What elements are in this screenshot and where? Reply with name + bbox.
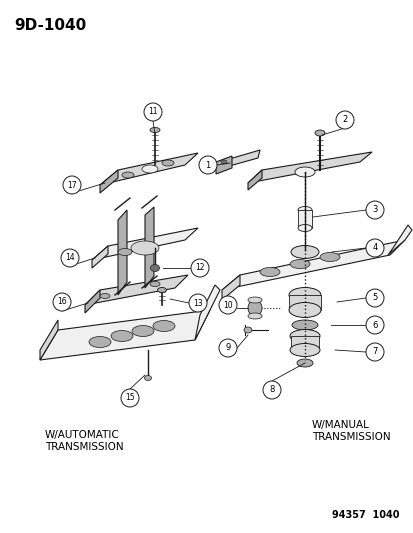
Polygon shape — [290, 336, 318, 350]
Text: 5: 5 — [371, 294, 377, 303]
Text: 9D-1040: 9D-1040 — [14, 18, 86, 33]
Polygon shape — [92, 228, 197, 260]
Circle shape — [365, 201, 383, 219]
Ellipse shape — [144, 376, 151, 381]
Circle shape — [63, 176, 81, 194]
Polygon shape — [40, 320, 58, 360]
Ellipse shape — [118, 248, 132, 255]
Polygon shape — [100, 170, 118, 193]
Text: 4: 4 — [371, 244, 377, 253]
Polygon shape — [92, 246, 108, 268]
Text: 17: 17 — [67, 181, 77, 190]
Text: 16: 16 — [57, 297, 66, 306]
Ellipse shape — [111, 330, 133, 342]
Ellipse shape — [288, 303, 320, 318]
Text: 7: 7 — [371, 348, 377, 357]
Circle shape — [53, 293, 71, 311]
Polygon shape — [145, 207, 154, 288]
Ellipse shape — [297, 206, 311, 214]
Circle shape — [144, 103, 161, 121]
Circle shape — [190, 259, 209, 277]
Ellipse shape — [150, 281, 159, 287]
Ellipse shape — [296, 359, 312, 367]
Ellipse shape — [289, 260, 309, 269]
Circle shape — [61, 249, 79, 267]
Text: 8: 8 — [269, 385, 274, 394]
Text: 2: 2 — [342, 116, 347, 125]
Text: 10: 10 — [223, 301, 232, 310]
Ellipse shape — [247, 300, 261, 316]
Ellipse shape — [243, 327, 252, 333]
Ellipse shape — [161, 160, 173, 166]
Polygon shape — [221, 240, 404, 290]
Text: 11: 11 — [148, 108, 157, 117]
Ellipse shape — [294, 167, 314, 177]
Ellipse shape — [290, 246, 318, 259]
Text: 12: 12 — [195, 263, 204, 272]
Text: 13: 13 — [193, 298, 202, 308]
Ellipse shape — [288, 287, 320, 303]
Circle shape — [121, 389, 139, 407]
Polygon shape — [40, 310, 209, 360]
Circle shape — [262, 381, 280, 399]
Polygon shape — [288, 295, 320, 310]
Ellipse shape — [89, 336, 111, 348]
Text: 94357  1040: 94357 1040 — [332, 510, 399, 520]
Circle shape — [218, 339, 236, 357]
Ellipse shape — [221, 160, 226, 164]
Text: 6: 6 — [371, 320, 377, 329]
Circle shape — [365, 316, 383, 334]
Ellipse shape — [100, 294, 110, 298]
Text: 15: 15 — [125, 393, 135, 402]
Ellipse shape — [157, 287, 166, 293]
Ellipse shape — [289, 329, 319, 343]
Text: 14: 14 — [65, 254, 75, 262]
Ellipse shape — [247, 297, 261, 303]
Ellipse shape — [150, 264, 159, 271]
Ellipse shape — [314, 130, 324, 136]
Circle shape — [365, 343, 383, 361]
Polygon shape — [247, 152, 371, 183]
Circle shape — [189, 294, 206, 312]
Ellipse shape — [150, 127, 159, 133]
Polygon shape — [85, 290, 100, 313]
Circle shape — [365, 239, 383, 257]
Ellipse shape — [132, 326, 154, 336]
Ellipse shape — [153, 320, 175, 332]
Ellipse shape — [319, 253, 339, 262]
Polygon shape — [195, 285, 219, 340]
Polygon shape — [387, 225, 411, 255]
Polygon shape — [216, 156, 231, 174]
Circle shape — [199, 156, 216, 174]
Polygon shape — [221, 275, 240, 300]
Text: W/MANUAL
TRANSMISSION: W/MANUAL TRANSMISSION — [311, 420, 390, 442]
Ellipse shape — [142, 165, 158, 173]
Polygon shape — [247, 170, 261, 190]
Text: 3: 3 — [371, 206, 377, 214]
Ellipse shape — [122, 172, 134, 178]
Ellipse shape — [289, 343, 319, 357]
Circle shape — [335, 111, 353, 129]
Text: 1: 1 — [205, 160, 210, 169]
Ellipse shape — [297, 224, 311, 231]
Circle shape — [365, 289, 383, 307]
Ellipse shape — [259, 268, 279, 277]
Ellipse shape — [291, 320, 317, 330]
Text: 9: 9 — [225, 343, 230, 352]
Ellipse shape — [131, 241, 159, 255]
Ellipse shape — [247, 313, 261, 319]
Polygon shape — [85, 275, 188, 305]
Circle shape — [218, 296, 236, 314]
Polygon shape — [297, 210, 311, 228]
Text: W/AUTOMATIC
TRANSMISSION: W/AUTOMATIC TRANSMISSION — [45, 430, 123, 453]
Polygon shape — [221, 150, 259, 168]
Polygon shape — [118, 210, 127, 295]
Polygon shape — [100, 153, 197, 185]
